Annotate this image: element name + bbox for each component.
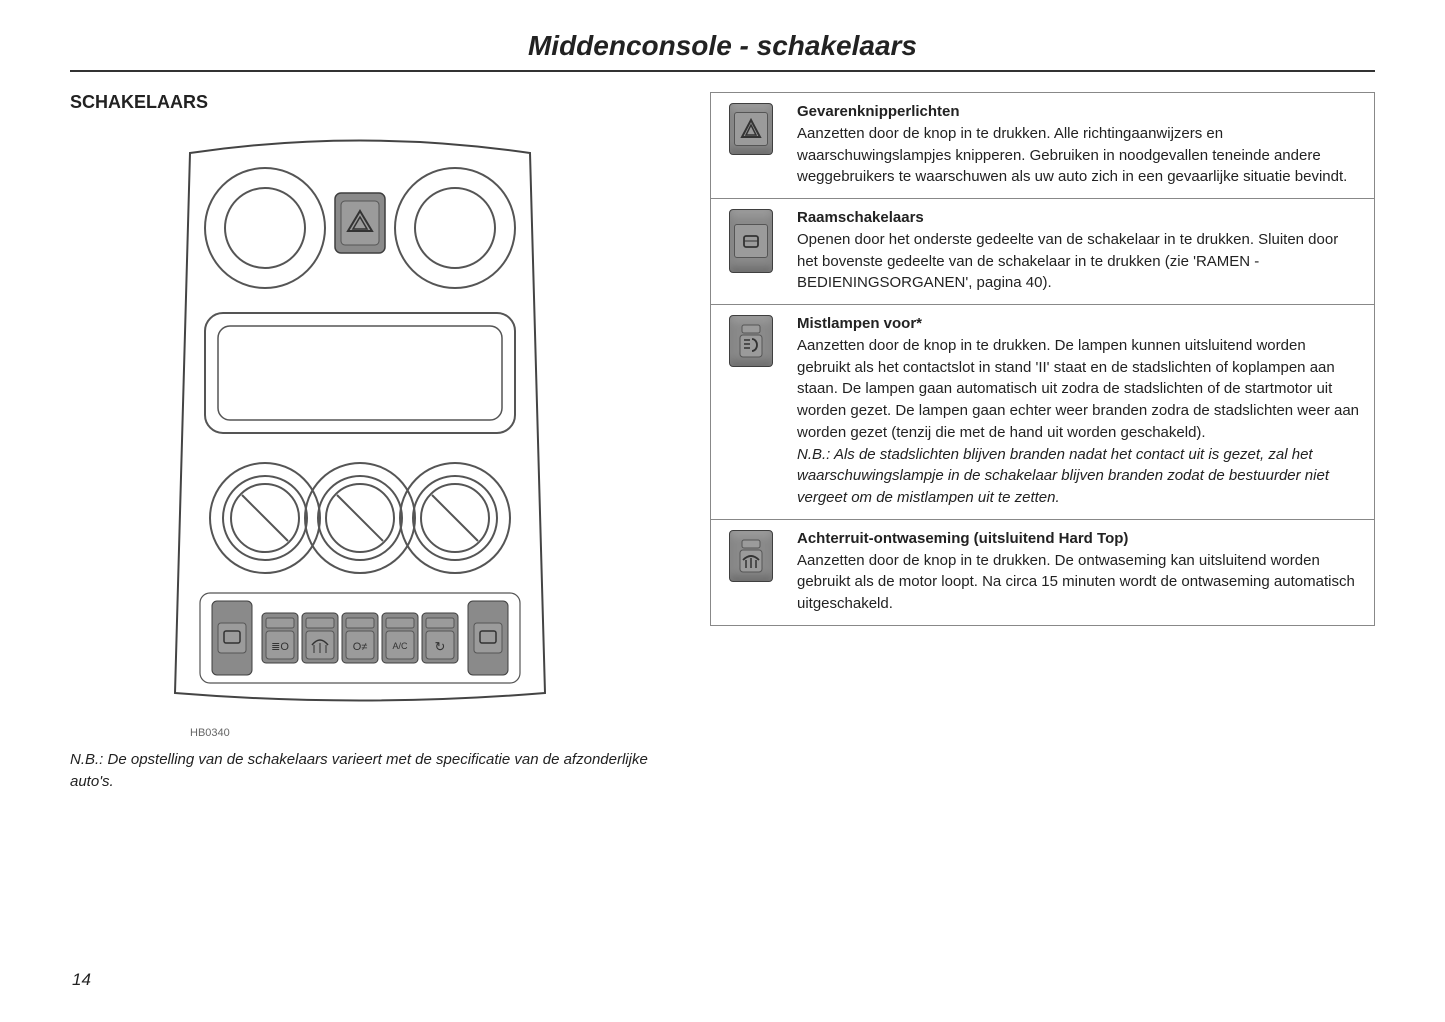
svg-text:A/C: A/C [392, 641, 408, 651]
switch-row-fog: Mistlampen voor* Aanzetten door de knop … [711, 305, 1374, 520]
switch-title: Gevarenknipperlichten [797, 103, 960, 120]
right-column: Gevarenknipperlichten Aanzetten door de … [710, 92, 1375, 793]
switch-title: Achterruit-ontwaseming (uitsluitend Hard… [797, 530, 1128, 547]
switch-note: N.B.: Als de stadslichten blijven brande… [797, 446, 1329, 507]
switch-icon-cell [711, 305, 791, 519]
switch-icon-cell [711, 93, 791, 198]
switch-body: Aanzetten door de knop in te drukken. De… [797, 337, 1359, 441]
window-switch-icon [729, 209, 773, 273]
rear-defrost-icon [729, 530, 773, 582]
page-title: Middenconsole - schakelaars [70, 30, 1375, 62]
svg-text:↻: ↻ [435, 639, 446, 654]
switch-text: Gevarenknipperlichten Aanzetten door de … [791, 93, 1374, 198]
figure-note: N.B.: De opstelling van de schakelaars v… [70, 749, 670, 793]
two-column-layout: SCHAKELAARS [70, 92, 1375, 793]
switch-body: Aanzetten door de knop in te drukken. Al… [797, 125, 1347, 186]
page-number: 14 [72, 970, 91, 990]
switch-text: Mistlampen voor* Aanzetten door de knop … [791, 305, 1374, 519]
left-column: SCHAKELAARS [70, 92, 670, 793]
switch-table: Gevarenknipperlichten Aanzetten door de … [710, 92, 1375, 626]
switch-row-window: Raamschakelaars Openen door het onderste… [711, 199, 1374, 305]
svg-text:O≠: O≠ [353, 641, 368, 653]
switch-row-defrost: Achterruit-ontwaseming (uitsluitend Hard… [711, 520, 1374, 625]
switch-title: Mistlampen voor* [797, 315, 922, 332]
figure-code: HB0340 [190, 727, 670, 739]
switch-text: Achterruit-ontwaseming (uitsluitend Hard… [791, 520, 1374, 625]
switch-body: Aanzetten door de knop in te drukken. De… [797, 552, 1355, 613]
switch-icon-cell [711, 520, 791, 625]
switch-icon-cell [711, 199, 791, 304]
switch-body: Openen door het onderste gedeelte van de… [797, 231, 1338, 292]
switch-title: Raamschakelaars [797, 209, 924, 226]
title-rule [70, 70, 1375, 72]
hazard-icon [729, 103, 773, 155]
fog-lamp-icon [729, 315, 773, 367]
section-heading: SCHAKELAARS [70, 92, 670, 113]
console-diagram: ≣O O≠ A/C ↻ [150, 133, 570, 723]
svg-text:≣O: ≣O [271, 641, 289, 653]
switch-row-hazard: Gevarenknipperlichten Aanzetten door de … [711, 93, 1374, 199]
switch-text: Raamschakelaars Openen door het onderste… [791, 199, 1374, 304]
